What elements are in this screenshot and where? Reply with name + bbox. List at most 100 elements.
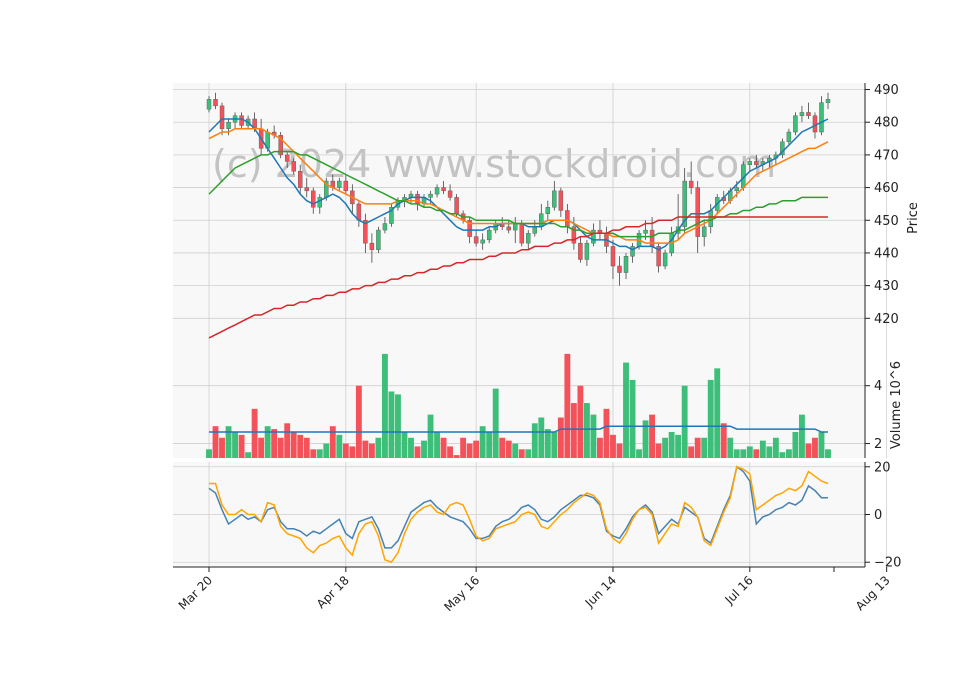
oscillator-line-2 [209,465,829,564]
candle-up [317,197,322,208]
oscillator-line-1 [208,465,828,549]
volume-bar [303,437,310,458]
volume-bar [818,431,825,458]
candle-up [630,246,635,257]
volume-bar [499,437,506,458]
volume-bar [616,443,623,458]
volume-bar [772,437,779,458]
volume-bar [453,455,460,458]
candle-up [513,223,518,231]
volume-bar [460,437,467,458]
volume-bar [284,423,291,458]
x-tick-label: Jul 16 [722,573,756,607]
candle-down [617,265,622,273]
volume-bar [349,446,356,458]
volume-bar [538,417,545,458]
x-tick-label: Jun 14 [582,573,619,610]
volume-bar [395,394,401,458]
candle-up [480,239,485,244]
candle-down [291,161,296,172]
candle-down [369,242,375,250]
volume-bar [720,423,727,458]
volume-bar [362,440,369,458]
volume-bar [727,437,734,458]
volume-bar [662,437,669,458]
volume-bar [590,414,597,458]
volume-bar [570,403,577,458]
candle-down [284,154,290,162]
volume-bar [518,449,525,458]
candle-up [780,141,785,156]
volume-bar [766,446,773,458]
volume-bar [342,443,349,458]
osc-y-tick-label: 0 [874,508,882,523]
volume-bar [642,420,649,458]
candle-up [552,190,557,208]
volume-bar [746,446,753,458]
candle-down [343,180,349,192]
x-tick-label: Aug 13 [853,573,893,613]
candle-down [519,223,524,244]
ma-200-line [208,216,828,339]
candle-up [786,131,792,143]
volume-bar [779,452,786,458]
candle-down [278,135,283,156]
candle-up [382,223,388,231]
candle-up [532,226,538,234]
candle-up [799,112,805,116]
volume-bar [271,429,278,458]
candle-up [539,213,544,228]
volume-bar [564,353,571,458]
candle-up [428,193,433,198]
candle-down [506,226,511,231]
volume-bar [805,443,812,458]
candle-up [226,122,231,129]
osc-y-tick-label: 20 [874,460,891,475]
candle-up [747,161,753,165]
candle-down [213,99,218,107]
candle-up [701,226,707,237]
price-y-tick-label: 440 [874,246,899,261]
candle-down [311,190,316,208]
volume-bar [785,449,792,458]
volume-bar [232,431,238,458]
volume-bar [675,434,682,458]
candle-up [337,180,342,188]
candle-up [434,187,440,195]
volume-bar [792,431,799,458]
volume-bar [258,437,265,458]
candle-up [591,229,596,244]
volume-ma-line [209,425,828,433]
volume-bar [245,452,252,458]
candle-up [819,102,824,133]
candle-down [454,197,459,214]
volume-bar [225,426,232,458]
volume-bar [694,437,701,458]
volume-bar [557,417,564,458]
volume-bar [421,440,427,458]
volume-bar [408,437,414,458]
volume-bar [479,426,486,458]
volume-bar [655,443,662,458]
volume-bar [219,437,225,458]
volume-bar [492,388,499,458]
volume-bar [759,440,766,458]
candle-down [473,236,479,244]
candle-down [441,187,446,192]
candle-down [304,187,309,192]
volume-bar [649,414,656,458]
candle-down [467,220,472,237]
candle-down [447,190,453,198]
volume-bar [368,443,375,458]
candle-up [662,252,668,267]
candle-down [695,187,700,237]
price-y-tick-label: 480 [874,116,899,131]
volume-bar [825,449,831,458]
volume-bar [603,408,610,458]
candle-up [486,229,492,241]
candle-up [545,206,551,214]
price-y-tick-label: 470 [874,148,899,163]
candle-down [754,161,759,165]
candle-up [623,256,629,273]
